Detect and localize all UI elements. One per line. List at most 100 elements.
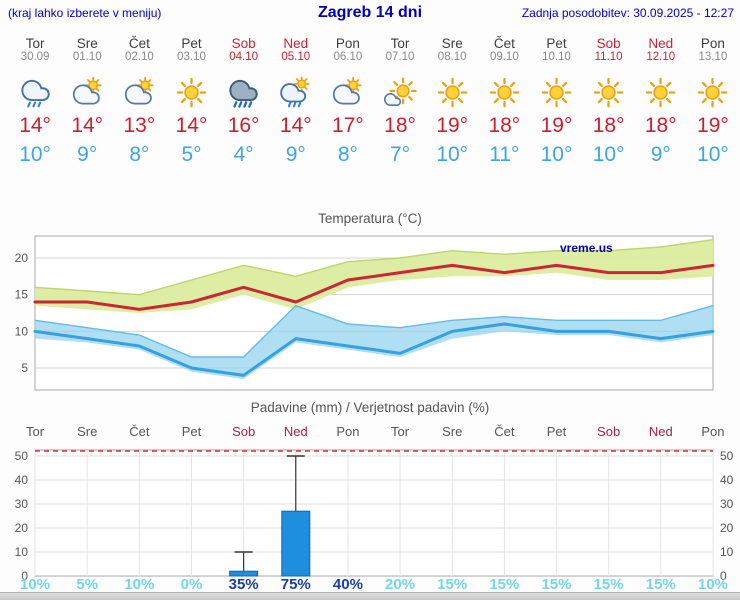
day-column: Tor 30.09 14° 10° bbox=[9, 30, 61, 170]
min-temperature: 10° bbox=[540, 143, 573, 166]
sunny-icon bbox=[583, 76, 635, 109]
sunny-icon bbox=[478, 76, 530, 109]
precip-day-label: Sre bbox=[442, 424, 463, 439]
sun-rain-cloud-icon bbox=[270, 76, 322, 109]
precip-probability: 15% bbox=[437, 576, 468, 593]
day-column: Sob 11.10 18° 10° bbox=[583, 30, 635, 170]
max-temperature: 19° bbox=[436, 114, 469, 137]
precipitation-day-labels: Tor Sre Čet Pet Sob Ned Pon Tor Sre Čet Pet Sob Ned P… bbox=[0, 424, 740, 440]
precip-probability: 15% bbox=[645, 576, 676, 593]
day-name: Sob bbox=[231, 36, 256, 51]
rain-cloud-icon bbox=[9, 76, 61, 109]
min-temperature: 4° bbox=[233, 143, 254, 166]
day-name: Čet bbox=[493, 36, 515, 51]
day-name: Tor bbox=[390, 36, 410, 51]
precip-probability: 15% bbox=[593, 576, 624, 593]
min-temperature: 10° bbox=[697, 143, 729, 166]
y-tick-label: 0 bbox=[21, 569, 28, 582]
precip-day-label: Pon bbox=[701, 424, 725, 439]
day-date: 08.10 bbox=[437, 51, 467, 63]
precip-day-label: Tor bbox=[391, 424, 410, 439]
precip-day-label: Sob bbox=[232, 424, 256, 439]
mostly-sunny-icon bbox=[374, 76, 426, 109]
day-column: Pet 10.10 19° 10° bbox=[530, 30, 582, 170]
precip-probability: 10% bbox=[697, 576, 728, 593]
min-temperature: 8° bbox=[129, 143, 150, 166]
sunny-icon bbox=[165, 76, 217, 109]
max-temperature: 13° bbox=[123, 114, 156, 137]
max-temperature: 18° bbox=[592, 114, 625, 137]
max-temperature: 18° bbox=[384, 114, 416, 137]
day-date: 12.10 bbox=[646, 51, 676, 63]
max-temperature: 18° bbox=[644, 114, 677, 137]
y-tick-label: 15 bbox=[15, 288, 29, 302]
day-date: 07.10 bbox=[385, 51, 415, 63]
precip-day-label: Sob bbox=[597, 424, 621, 439]
max-temperature: 18° bbox=[488, 114, 521, 137]
day-name: Pet bbox=[181, 36, 202, 51]
precip-probability: 40% bbox=[332, 576, 363, 593]
day-date: 10.10 bbox=[542, 51, 571, 63]
day-name: Sob bbox=[596, 36, 621, 51]
day-name: Pon bbox=[700, 36, 725, 51]
day-date: 04.10 bbox=[229, 51, 259, 63]
precip-bar bbox=[281, 510, 311, 577]
location-menu-hint: (kraj lahko izberete v meniju) bbox=[8, 6, 162, 20]
min-temperature: 8° bbox=[337, 143, 358, 166]
day-column: Sre 08.10 19° 10° bbox=[426, 30, 478, 170]
y-tick-label: 10 bbox=[15, 324, 29, 338]
max-temperature: 19° bbox=[697, 114, 729, 137]
max-temperature: 19° bbox=[540, 114, 573, 137]
precip-probability: 0% bbox=[180, 576, 203, 593]
temperature-chart-title: Temperatura (°C) bbox=[318, 211, 422, 226]
precip-probability: 10% bbox=[124, 576, 155, 593]
forecast-row: Tor 30.09 14° 10° Sre 01.10 14° 9° Čet 02.10 13° 8°… bbox=[0, 30, 740, 170]
day-date: 09.10 bbox=[489, 51, 519, 63]
y-tick-label: 50 bbox=[720, 449, 734, 463]
max-temperature: 17° bbox=[332, 114, 364, 137]
y-tick-label: 20 bbox=[720, 521, 734, 535]
day-date: 02.10 bbox=[124, 51, 154, 63]
min-temperature: 10° bbox=[436, 143, 469, 166]
day-date: 30.09 bbox=[20, 51, 50, 63]
y-tick-label: 40 bbox=[15, 473, 29, 487]
y-tick-label: 30 bbox=[720, 497, 734, 511]
y-tick-label: 0 bbox=[720, 569, 727, 582]
day-column: Ned 05.10 14° 9° bbox=[270, 30, 322, 170]
sunny-icon bbox=[635, 76, 687, 109]
precipitation-probability-row: 10% 5% 10% 0% 35% 75% 40% 20% 15% 15% 15% 15% 15% 10% bbox=[0, 575, 740, 595]
sun-cloud-icon bbox=[322, 76, 374, 109]
min-temperature: 9° bbox=[650, 143, 671, 166]
sun-cloud-icon bbox=[113, 76, 165, 109]
sunny-icon bbox=[687, 76, 739, 109]
min-temperature: 5° bbox=[181, 143, 202, 166]
y-tick-label: 10 bbox=[720, 545, 734, 559]
y-tick-label: 10 bbox=[15, 545, 29, 559]
day-name: Sre bbox=[441, 36, 463, 51]
precip-probability: 35% bbox=[228, 576, 259, 593]
day-name: Pet bbox=[546, 36, 567, 51]
day-column: Ned 12.10 18° 9° bbox=[635, 30, 687, 170]
precip-plot-area bbox=[34, 449, 714, 577]
heavy-rain-cloud-icon bbox=[218, 76, 270, 109]
max-temperature: 14° bbox=[71, 114, 104, 137]
sunny-icon bbox=[426, 76, 478, 109]
day-date: 06.10 bbox=[333, 51, 363, 63]
day-name: Pon bbox=[335, 36, 360, 51]
y-tick-label: 20 bbox=[15, 521, 29, 535]
day-date: 01.10 bbox=[72, 51, 102, 63]
max-temp-range-upper-edge bbox=[34, 238, 714, 296]
precip-day-label: Čet bbox=[494, 424, 515, 439]
day-date: 13.10 bbox=[698, 51, 728, 63]
temperature-chart: 5 10 15 20 vreme.us bbox=[15, 235, 715, 391]
min-temperature: 10° bbox=[592, 143, 625, 166]
horizontal-scrollbar[interactable] bbox=[0, 592, 740, 600]
precip-probability: 10% bbox=[20, 576, 51, 593]
day-column: Pet 03.10 14° 5° bbox=[165, 30, 217, 170]
min-temperature: 9° bbox=[285, 143, 306, 166]
precip-day-label: Pet bbox=[181, 424, 202, 439]
day-date: 11.10 bbox=[594, 51, 623, 63]
last-updated: Zadnja posodobitev: 30.09.2025 - 12:27 bbox=[521, 6, 734, 20]
day-column: Čet 09.10 18° 11° bbox=[478, 30, 530, 170]
precip-probability: 75% bbox=[280, 576, 311, 593]
